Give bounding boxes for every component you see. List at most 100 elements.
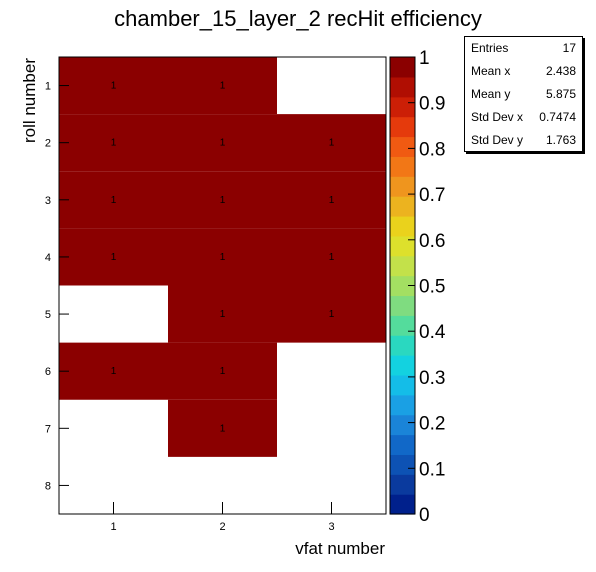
- heatmap-cell: [168, 171, 277, 229]
- y-axis-label: roll number: [20, 58, 39, 143]
- palette-swatch: [390, 215, 415, 237]
- heatmap-cell: [59, 114, 168, 172]
- heatmap-cell: [277, 171, 386, 229]
- cell-value-label: 1: [111, 252, 117, 263]
- palette-swatch: [390, 335, 415, 356]
- cell-value-label: 1: [220, 81, 226, 92]
- y-tick-label: 3: [45, 195, 51, 207]
- cell-value-label: 1: [111, 366, 117, 377]
- cell-value-label: 1: [329, 309, 335, 320]
- stats-label: Entries: [471, 41, 509, 55]
- palette-tick-label: 0: [419, 505, 430, 526]
- palette-swatch: [390, 275, 415, 297]
- palette-tick-label: 0.8: [419, 139, 445, 160]
- axes: 1 2 3 1 2 3 4 5 6 7 8: [45, 81, 335, 533]
- palette-swatch: [390, 355, 415, 376]
- palette-swatch: [390, 255, 415, 277]
- cell-value-label: 1: [329, 252, 335, 263]
- stats-value: 17: [562, 41, 576, 55]
- stats-box: Entries 17 Mean x 2.438 Mean y 5.875 Std Dev x…: [464, 36, 583, 152]
- stats-row: Mean x 2.438: [471, 64, 576, 82]
- palette-swatch: [390, 176, 415, 197]
- stats-value: 1.763: [545, 133, 576, 147]
- heatmap-cell: [168, 114, 277, 172]
- y-tick-label: 2: [45, 138, 51, 150]
- palette-swatch: [390, 76, 415, 98]
- palette-swatch: [390, 116, 415, 138]
- palette-swatch: [390, 454, 415, 475]
- heatmap-cells: 1 1 1 1 1 1 1 1 1 1 1 1 1 1 1 1: [59, 57, 386, 457]
- y-tick-label: 1: [45, 81, 51, 93]
- heatmap-cell: [168, 285, 277, 343]
- palette-swatch: [390, 474, 415, 495]
- x-tick-label: 3: [328, 521, 334, 533]
- y-tick-label: 7: [45, 423, 51, 435]
- color-palette: 0 0.1 0.2 0.3 0.4 0.5 0.6 0.7 0.8 0.9 1: [389, 48, 446, 526]
- cell-value-label: 1: [329, 138, 335, 149]
- stats-label: Mean y: [471, 87, 511, 101]
- stats-value: 0.7474: [539, 110, 576, 124]
- heatmap-cell: [59, 342, 168, 400]
- chart-title: chamber_15_layer_2 recHit efficiency: [114, 6, 482, 31]
- palette-tick-label: 0.1: [419, 459, 445, 480]
- cell-value-label: 1: [220, 252, 226, 263]
- palette-swatch: [390, 494, 415, 515]
- palette-tick-label: 0.5: [419, 277, 445, 298]
- stats-value: 5.875: [545, 87, 576, 101]
- heatmap-cell: [168, 228, 277, 286]
- heatmap-cell: [277, 114, 386, 172]
- stats-label: Std Dev x: [471, 110, 524, 124]
- x-tick-label: 1: [110, 521, 116, 533]
- palette-tick-label: 0.7: [419, 185, 445, 206]
- stats-label: Std Dev y: [471, 133, 524, 147]
- stats-value: 2.438: [545, 64, 576, 78]
- palette-tick-label: 0.2: [419, 414, 445, 435]
- palette-swatch: [390, 295, 415, 316]
- palette-swatch: [390, 96, 415, 118]
- heatmap-cell: [59, 171, 168, 229]
- palette-tick-label: 0.3: [419, 368, 445, 389]
- cell-value-label: 1: [329, 195, 335, 206]
- cell-value-label: 1: [111, 81, 117, 92]
- heatmap-cell: [277, 285, 386, 343]
- palette-swatch: [390, 315, 415, 336]
- y-tick-label: 5: [45, 309, 51, 321]
- heatmap-cell: [168, 399, 277, 457]
- x-axis-label: vfat number: [295, 539, 385, 558]
- stats-row: Entries 17: [471, 41, 576, 59]
- heatmap-cell: [168, 342, 277, 400]
- cell-value-label: 1: [220, 138, 226, 149]
- palette-swatch: [390, 57, 415, 78]
- cell-value-label: 1: [111, 195, 117, 206]
- cell-value-label: 1: [220, 423, 226, 434]
- heatmap-cell: [59, 228, 168, 286]
- y-tick-label: 4: [45, 252, 51, 264]
- palette-tick-label: 0.4: [419, 322, 446, 343]
- palette-swatch: [390, 414, 415, 436]
- palette-swatch: [390, 136, 415, 157]
- stats-row: Mean y 5.875: [471, 87, 576, 105]
- stats-row: Std Dev x 0.7474: [471, 110, 576, 128]
- palette-swatch: [390, 196, 415, 217]
- stats-row: Std Dev y 1.763: [471, 133, 576, 151]
- palette-tick-label: 0.6: [419, 231, 445, 252]
- heatmap-cell: [59, 57, 168, 115]
- palette-swatch: [390, 374, 415, 396]
- palette-swatch: [390, 394, 415, 416]
- heatmap-cell: [277, 228, 386, 286]
- cell-value-label: 1: [220, 366, 226, 377]
- stats-label: Mean x: [471, 64, 511, 78]
- cell-value-label: 1: [220, 195, 226, 206]
- palette-swatch: [390, 156, 415, 177]
- y-tick-label: 6: [45, 366, 51, 378]
- palette-tick-label: 0.9: [419, 94, 445, 115]
- y-tick-label: 8: [45, 480, 51, 492]
- palette-swatch: [390, 434, 415, 455]
- heatmap-cell: [168, 57, 277, 115]
- palette-tick-label: 1: [419, 48, 430, 69]
- x-tick-label: 2: [219, 521, 225, 533]
- cell-value-label: 1: [220, 309, 226, 320]
- cell-value-label: 1: [111, 138, 117, 149]
- palette-swatch: [390, 235, 415, 257]
